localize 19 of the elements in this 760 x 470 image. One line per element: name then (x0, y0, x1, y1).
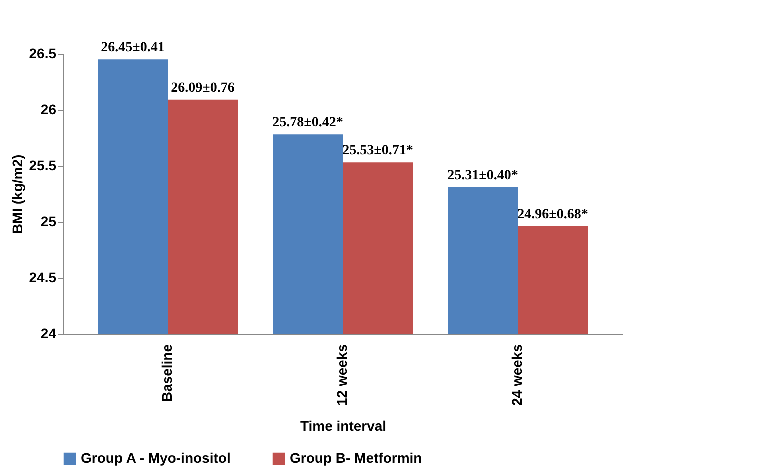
y-tick-label: 24 (40, 326, 57, 342)
legend-label: Group A - Myo-inositol (81, 450, 231, 466)
data-label: 24.96±0.68* (518, 207, 588, 222)
x-axis-title: Time interval (300, 418, 387, 434)
y-tick-label: 24.5 (29, 270, 57, 286)
y-tick-label: 25 (40, 214, 57, 230)
x-tick-label: 24 weeks (509, 344, 525, 406)
data-label: 25.31±0.40* (448, 168, 518, 184)
data-label: 25.53±0.71* (342, 144, 414, 159)
x-tick-label: 12 weeks (334, 344, 350, 406)
x-tick-label: Baseline (159, 344, 175, 402)
data-label: 26.45±0.41 (101, 40, 165, 56)
y-tick-label: 26.5 (29, 46, 57, 62)
legend-label: Group B- Metformin (290, 450, 422, 466)
data-label: 26.09±0.76 (171, 80, 235, 96)
data-label: 25.78±0.42* (272, 116, 344, 131)
y-axis-title: BMI (kg/m2) (9, 154, 26, 234)
y-tick-label: 26 (40, 102, 57, 118)
y-tick-label: 25.5 (29, 158, 57, 174)
